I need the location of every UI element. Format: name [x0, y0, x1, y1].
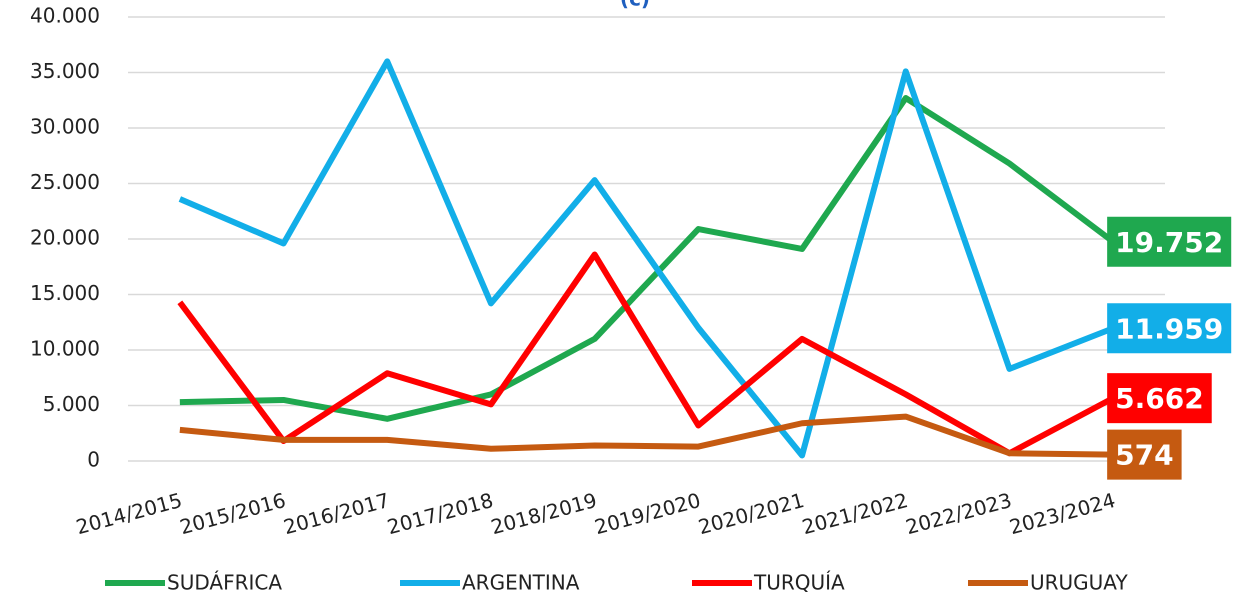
x-tick-label: 2020/2021	[696, 488, 807, 539]
end-label-text: 5.662	[1115, 382, 1204, 415]
legend-label: ARGENTINA	[462, 571, 580, 595]
end-label-text: 19.752	[1115, 226, 1223, 259]
y-tick-label: 15.000	[30, 281, 100, 305]
x-tick-label: 2023/2024	[1007, 488, 1118, 539]
end-label-box	[1107, 429, 1182, 480]
x-tick-label: 2017/2018	[385, 488, 496, 539]
end-label-box	[1107, 303, 1232, 354]
end-label-text: 11.959	[1115, 312, 1223, 345]
x-tick-label: 2015/2016	[177, 488, 288, 539]
end-label: 19.752	[1107, 216, 1232, 267]
y-tick-label: 10.000	[30, 337, 100, 361]
x-tick-label: 2022/2023	[903, 488, 1014, 539]
legend-label: TURQUÍA	[753, 571, 845, 595]
end-label-box	[1107, 373, 1212, 424]
x-tick-label: 2016/2017	[281, 488, 392, 539]
y-tick-label: 40.000	[30, 4, 100, 28]
end-label: 574	[1107, 429, 1182, 480]
series-line	[178, 58, 1115, 459]
x-tick-label: 2018/2019	[488, 488, 599, 539]
chart-title: (c)	[620, 0, 650, 11]
end-label-box	[1107, 216, 1232, 267]
x-tick-label: 2019/2020	[592, 488, 703, 539]
end-label: 5.662	[1107, 373, 1212, 424]
end-label: 11.959	[1107, 303, 1232, 354]
y-tick-label: 5.000	[43, 392, 100, 416]
series-line	[179, 413, 1114, 458]
y-tick-label: 0	[87, 448, 100, 472]
y-tick-label: 25.000	[30, 170, 100, 194]
x-tick-label: 2021/2022	[799, 488, 910, 539]
y-tick-label: 35.000	[30, 59, 100, 83]
x-tick-label: 2014/2015	[74, 488, 185, 539]
y-tick-label: 30.000	[30, 115, 100, 139]
series-line	[177, 251, 1115, 457]
y-tick-label: 20.000	[30, 226, 100, 250]
end-label-text: 574	[1115, 439, 1173, 472]
legend-label: URUGUAY	[1030, 571, 1128, 595]
legend-label: SUDÁFRICA	[167, 571, 282, 595]
